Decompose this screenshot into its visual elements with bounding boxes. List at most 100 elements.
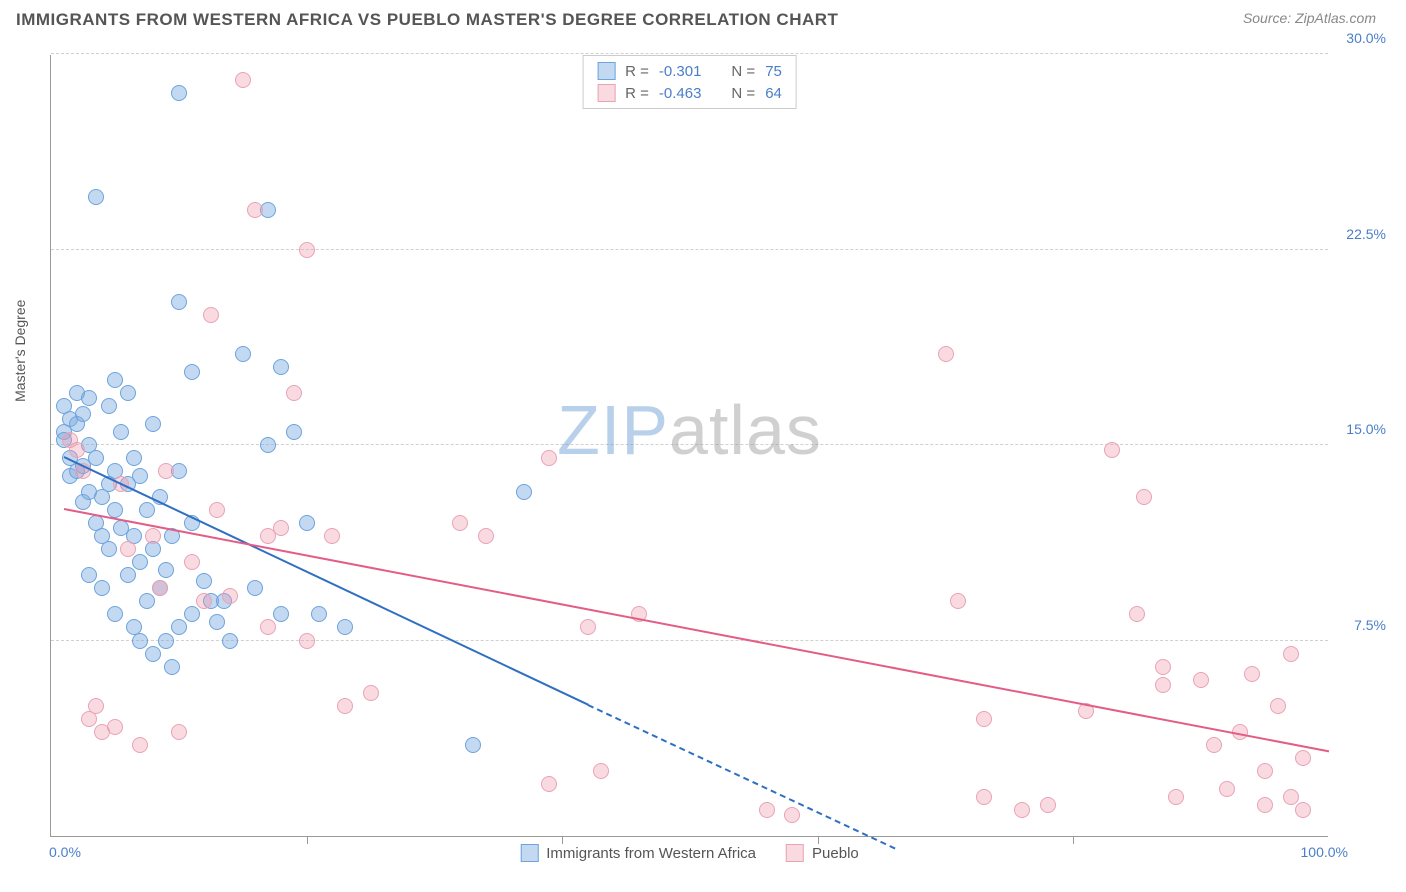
data-point [950,593,966,609]
data-point [88,450,104,466]
x-tick [307,836,308,844]
data-point [324,528,340,544]
legend-n-label: N = [731,85,755,102]
x-axis-min-label: 0.0% [49,844,81,860]
y-tick-label: 22.5% [1346,226,1386,242]
data-point [1295,750,1311,766]
data-point [976,711,992,727]
data-point [113,424,129,440]
data-point [158,463,174,479]
data-point [1155,659,1171,675]
data-point [1040,797,1056,813]
data-point [260,437,276,453]
legend-n-label: N = [731,63,755,80]
data-point [286,424,302,440]
data-point [299,242,315,258]
data-point [126,450,142,466]
data-point [273,359,289,375]
data-point [145,528,161,544]
gridline [51,53,1328,54]
legend-swatch [520,844,538,862]
gridline [51,249,1328,250]
data-point [593,763,609,779]
data-point [101,541,117,557]
y-axis-title: Master's Degree [12,300,28,402]
data-point [120,385,136,401]
x-tick [562,836,563,844]
legend-row: R =-0.301N =75 [597,60,782,82]
x-tick [1073,836,1074,844]
data-point [1219,781,1235,797]
scatter-chart: ZIPatlas R =-0.301N =75R =-0.463N =64 0.… [50,55,1328,837]
data-point [235,346,251,362]
data-point [107,372,123,388]
data-point [1136,489,1152,505]
data-point [1206,737,1222,753]
data-point [184,364,200,380]
chart-title: IMMIGRANTS FROM WESTERN AFRICA VS PUEBLO… [16,10,838,30]
data-point [120,567,136,583]
data-point [222,633,238,649]
data-point [69,442,85,458]
data-point [1283,789,1299,805]
data-point [158,562,174,578]
data-point [541,776,557,792]
gridline [51,640,1328,641]
data-point [209,502,225,518]
data-point [132,554,148,570]
data-point [81,567,97,583]
data-point [1270,698,1286,714]
data-point [75,406,91,422]
data-point [784,807,800,823]
series-legend-item: Pueblo [786,844,859,862]
data-point [273,606,289,622]
data-point [247,580,263,596]
data-point [452,515,468,531]
data-point [273,520,289,536]
correlation-legend: R =-0.301N =75R =-0.463N =64 [582,55,797,109]
data-point [171,85,187,101]
data-point [286,385,302,401]
legend-swatch [597,62,615,80]
legend-r-value: -0.463 [659,85,702,102]
legend-row: R =-0.463N =64 [597,82,782,104]
data-point [235,72,251,88]
data-point [132,633,148,649]
series-name: Immigrants from Western Africa [546,845,756,862]
legend-swatch [597,84,615,102]
data-point [580,619,596,635]
data-point [299,515,315,531]
data-point [938,346,954,362]
data-point [1257,797,1273,813]
data-point [184,606,200,622]
data-point [759,802,775,818]
data-point [164,659,180,675]
data-point [222,588,238,604]
data-point [311,606,327,622]
data-point [88,189,104,205]
series-legend-item: Immigrants from Western Africa [520,844,756,862]
y-tick-label: 15.0% [1346,421,1386,437]
data-point [171,724,187,740]
data-point [1193,672,1209,688]
data-point [171,294,187,310]
regression-line [63,456,588,705]
legend-r-label: R = [625,85,649,102]
data-point [132,468,148,484]
data-point [1129,606,1145,622]
data-point [247,202,263,218]
data-point [158,633,174,649]
data-point [1104,442,1120,458]
data-point [299,633,315,649]
series-legend: Immigrants from Western Africa Pueblo [520,844,859,862]
data-point [139,502,155,518]
data-point [1155,677,1171,693]
data-point [145,416,161,432]
data-point [1295,802,1311,818]
legend-r-value: -0.301 [659,63,702,80]
series-name: Pueblo [812,845,859,862]
regression-line [64,508,1330,752]
data-point [152,580,168,596]
data-point [184,554,200,570]
data-point [203,307,219,323]
